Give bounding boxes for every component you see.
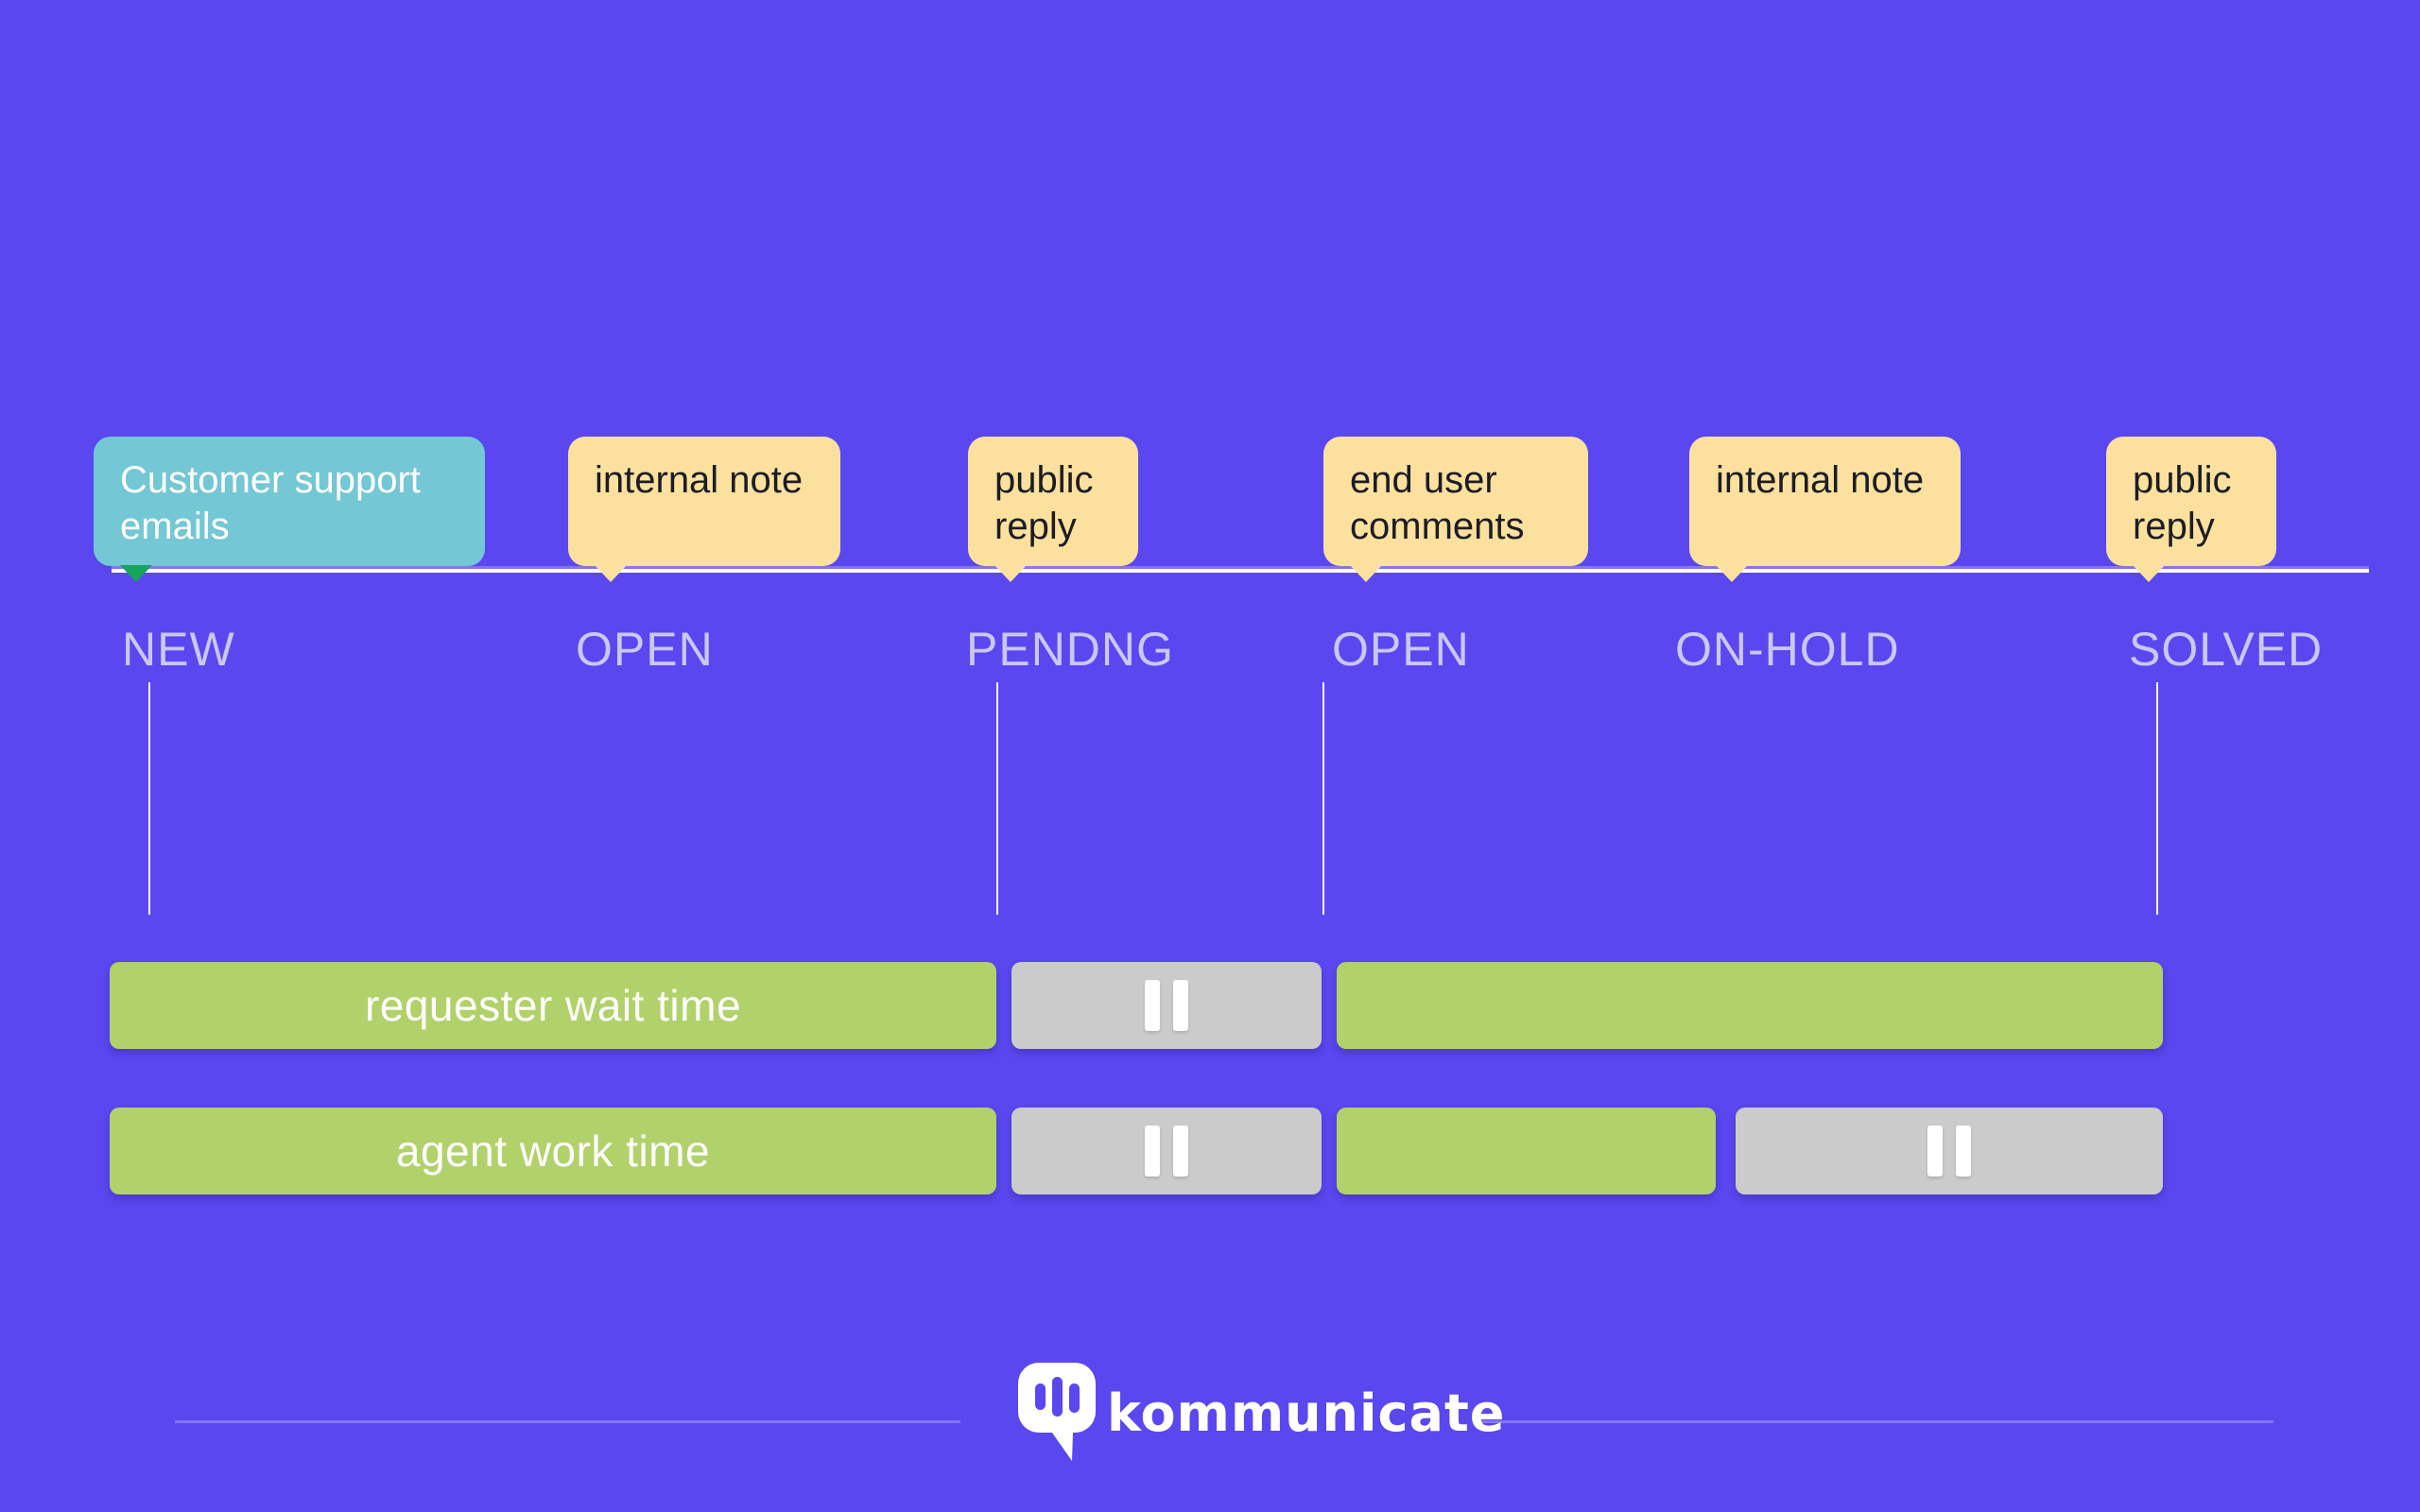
pause-icon <box>1145 980 1188 1031</box>
status-label-solved: SOLVED <box>2129 623 2324 676</box>
callout-label: end user comments <box>1350 459 1525 547</box>
callout-label: internal note <box>595 459 804 501</box>
status-label-pendng: PENDNG <box>966 623 1174 676</box>
callout-label: public reply <box>994 459 1094 547</box>
pause-icon <box>1145 1125 1188 1177</box>
requester-wait-paused-segment <box>1011 962 1322 1049</box>
agent-work-active-segment-1: agent work time <box>110 1108 996 1194</box>
footer-divider-right <box>1475 1420 2273 1423</box>
timeline-line <box>112 569 2369 573</box>
agent-work-time-label: agent work time <box>395 1126 711 1176</box>
callout-public-reply-1: public reply <box>968 437 1138 582</box>
callout-public-reply-2: public reply <box>2106 437 2276 582</box>
connector-line-new <box>148 682 150 915</box>
requester-wait-time-label: requester wait time <box>364 981 742 1030</box>
agent-work-paused-segment-1 <box>1011 1108 1322 1194</box>
requester-wait-active-segment-2 <box>1337 962 2163 1049</box>
status-label-new: NEW <box>122 623 235 676</box>
pause-icon <box>1927 1125 1971 1177</box>
callout-internal-note-2: internal note <box>1689 437 1961 582</box>
connector-line-solved <box>2156 682 2158 915</box>
callout-internal-note-1: internal note <box>568 437 840 582</box>
callout-label: internal note <box>1716 459 1925 501</box>
kommunicate-logo: kommunicate <box>1016 1361 1505 1467</box>
callout-end-user-comments: end user comments <box>1323 437 1588 582</box>
callout-label: public reply <box>2133 459 2232 547</box>
status-label-on-hold: ON-HOLD <box>1675 623 1900 676</box>
footer-divider-left <box>175 1420 960 1423</box>
callout-customer-support-emails: Customer support emails <box>94 437 485 582</box>
speech-bubble-icon <box>1018 1363 1096 1461</box>
requester-wait-active-segment-1: requester wait time <box>110 962 996 1049</box>
agent-work-active-segment-2 <box>1337 1108 1716 1194</box>
status-label-open-1: OPEN <box>576 623 714 676</box>
status-label-open-2: OPEN <box>1332 623 1470 676</box>
connector-line-pendng <box>996 682 998 915</box>
callout-label: Customer support emails <box>120 459 421 547</box>
agent-work-paused-segment-2 <box>1736 1108 2163 1194</box>
brand-wordmark: kommunicate <box>1107 1383 1506 1443</box>
connector-line-open-2 <box>1322 682 1324 915</box>
